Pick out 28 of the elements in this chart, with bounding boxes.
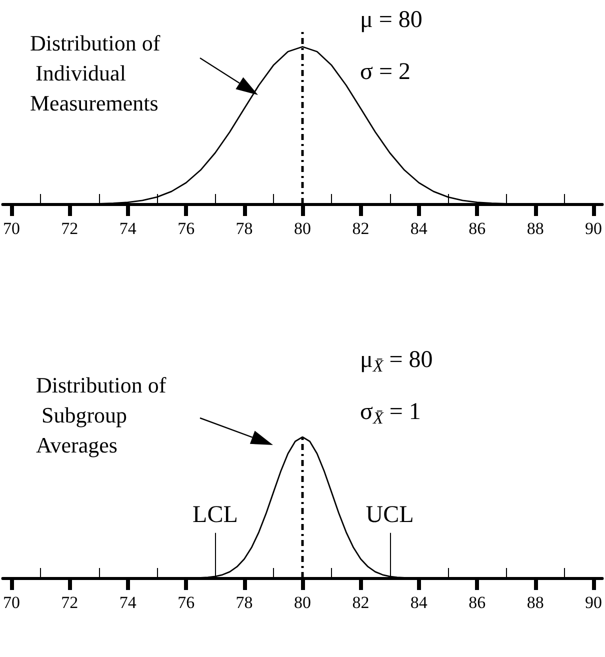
x-tick-label: 90 (585, 593, 602, 612)
x-tick-label: 90 (585, 219, 602, 238)
x-tick-label: 80 (294, 593, 311, 612)
x-tick-label: 86 (468, 219, 486, 238)
x-tick-label: 70 (2, 219, 20, 238)
annotation: Distribution of Individual Measurements (30, 30, 161, 116)
x-tick-label: 88 (526, 593, 544, 612)
annotation: Distribution of Subgroup Averages (36, 372, 167, 458)
x-tick-label: 72 (61, 593, 78, 612)
text: μ = 80 (360, 7, 422, 33)
x-tick-label: 84 (410, 593, 428, 612)
x-tick-label: 74 (119, 219, 137, 238)
x-tick-label: 72 (61, 219, 78, 238)
ref-line-label: UCL (366, 502, 414, 528)
x-tick-label: 88 (526, 219, 544, 238)
x-tick-label: 76 (178, 219, 195, 238)
ref-line-label: LCL (192, 502, 238, 528)
x-tick-label: 70 (2, 593, 20, 612)
x-tick-label: 82 (352, 219, 370, 238)
x-tick-label: 76 (178, 593, 195, 612)
x-tick-label: 84 (410, 219, 428, 238)
x-tick-label: 86 (468, 593, 486, 612)
x-tick-label: 78 (236, 593, 253, 612)
x-tick-label: 74 (119, 593, 137, 612)
annotation: σ = 2 (360, 59, 410, 85)
x-tick-label: 80 (294, 219, 311, 238)
x-tick-label: 82 (352, 593, 370, 612)
x-tick-label: 78 (236, 219, 253, 238)
